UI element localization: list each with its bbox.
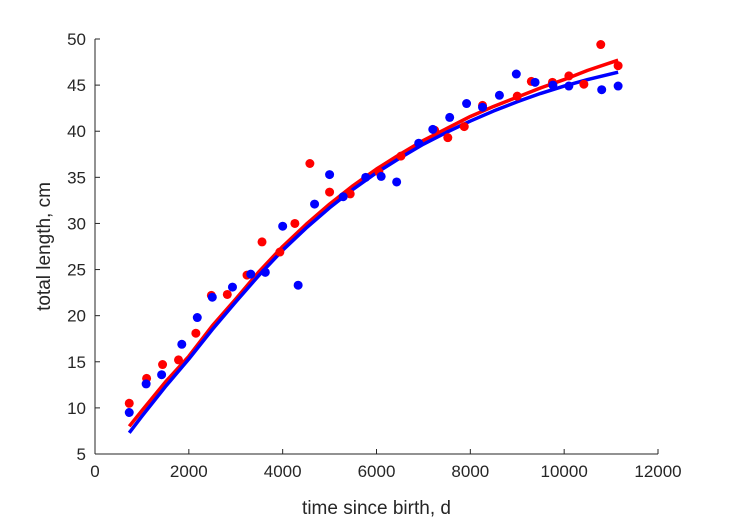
x-tick-label: 10000 xyxy=(541,462,588,481)
blue-data-point xyxy=(157,370,167,380)
y-tick-label: 30 xyxy=(67,214,86,233)
blue-data-point xyxy=(564,81,574,91)
blue-data-point xyxy=(141,379,151,389)
x-tick-label: 0 xyxy=(90,462,99,481)
blue-data-point xyxy=(338,192,348,202)
x-tick-label: 2000 xyxy=(170,462,208,481)
blue-data-point xyxy=(428,124,438,134)
y-tick-label: 40 xyxy=(67,122,86,141)
y-tick-label: 15 xyxy=(67,353,86,372)
y-tick-label: 20 xyxy=(67,307,86,326)
red-data-point xyxy=(174,355,184,365)
red-data-point xyxy=(345,189,355,199)
red-data-point xyxy=(596,40,606,50)
blue-data-point xyxy=(445,112,455,122)
y-tick-label: 50 xyxy=(67,30,86,49)
blue-data-point xyxy=(511,69,521,79)
x-tick-label: 4000 xyxy=(264,462,302,481)
y-tick-label: 45 xyxy=(67,76,86,95)
blue-data-point xyxy=(177,339,187,349)
blue-data-point xyxy=(278,221,288,231)
red-data-point xyxy=(613,61,623,71)
x-tick-label: 6000 xyxy=(358,462,396,481)
blue-data-point xyxy=(392,177,402,187)
blue-data-point xyxy=(325,170,335,180)
y-tick-label: 25 xyxy=(67,261,86,280)
y-tick-label: 5 xyxy=(77,445,86,464)
blue-data-point xyxy=(494,90,504,100)
red-data-point xyxy=(459,122,469,132)
blue-data-point xyxy=(376,171,386,181)
blue-data-point xyxy=(548,80,558,90)
blue-data-point xyxy=(293,280,303,290)
blue-data-point xyxy=(613,81,623,91)
red-fit-line xyxy=(127,58,619,428)
blue-data-point xyxy=(361,172,371,182)
y-tick-label: 10 xyxy=(67,399,86,418)
blue-data-point xyxy=(207,292,217,302)
axes: 0 2000 4000 6000 8000 10000 12000 5 10 15 20 25 30 35… xyxy=(67,30,682,481)
red-data-point xyxy=(325,187,335,197)
x-tick-label: 8000 xyxy=(451,462,489,481)
red-data-point xyxy=(564,71,574,81)
red-data-point xyxy=(512,91,522,101)
blue-fit-line xyxy=(127,70,619,434)
red-data-point xyxy=(191,328,201,338)
y-axis-label: total length, cm xyxy=(34,182,55,311)
red-data-point xyxy=(257,237,267,247)
blue-data-point xyxy=(192,313,202,323)
blue-data-point xyxy=(246,269,256,279)
blue-data-point xyxy=(530,77,540,87)
red-data-point xyxy=(158,360,168,370)
blue-data-point xyxy=(310,199,320,209)
red-data-point xyxy=(579,79,589,89)
blue-data-point xyxy=(414,138,424,148)
blue-data-point xyxy=(227,282,237,292)
red-data-point xyxy=(275,247,285,257)
red-data-point xyxy=(305,159,315,168)
red-data-point xyxy=(443,133,453,143)
plot-area xyxy=(124,40,623,434)
blue-data-point xyxy=(597,85,607,95)
red-data-point xyxy=(396,151,406,161)
x-tick-label: 12000 xyxy=(634,462,681,481)
red-data-point xyxy=(222,289,232,299)
x-axis-label: time since birth, d xyxy=(302,498,451,519)
red-data-point xyxy=(124,398,134,408)
blue-data-point xyxy=(124,408,134,417)
blue-data-point xyxy=(260,267,270,277)
y-tick-label: 35 xyxy=(67,168,86,187)
blue-data-point xyxy=(462,99,472,109)
blue-data-point xyxy=(478,102,488,112)
red-data-point xyxy=(290,218,300,228)
